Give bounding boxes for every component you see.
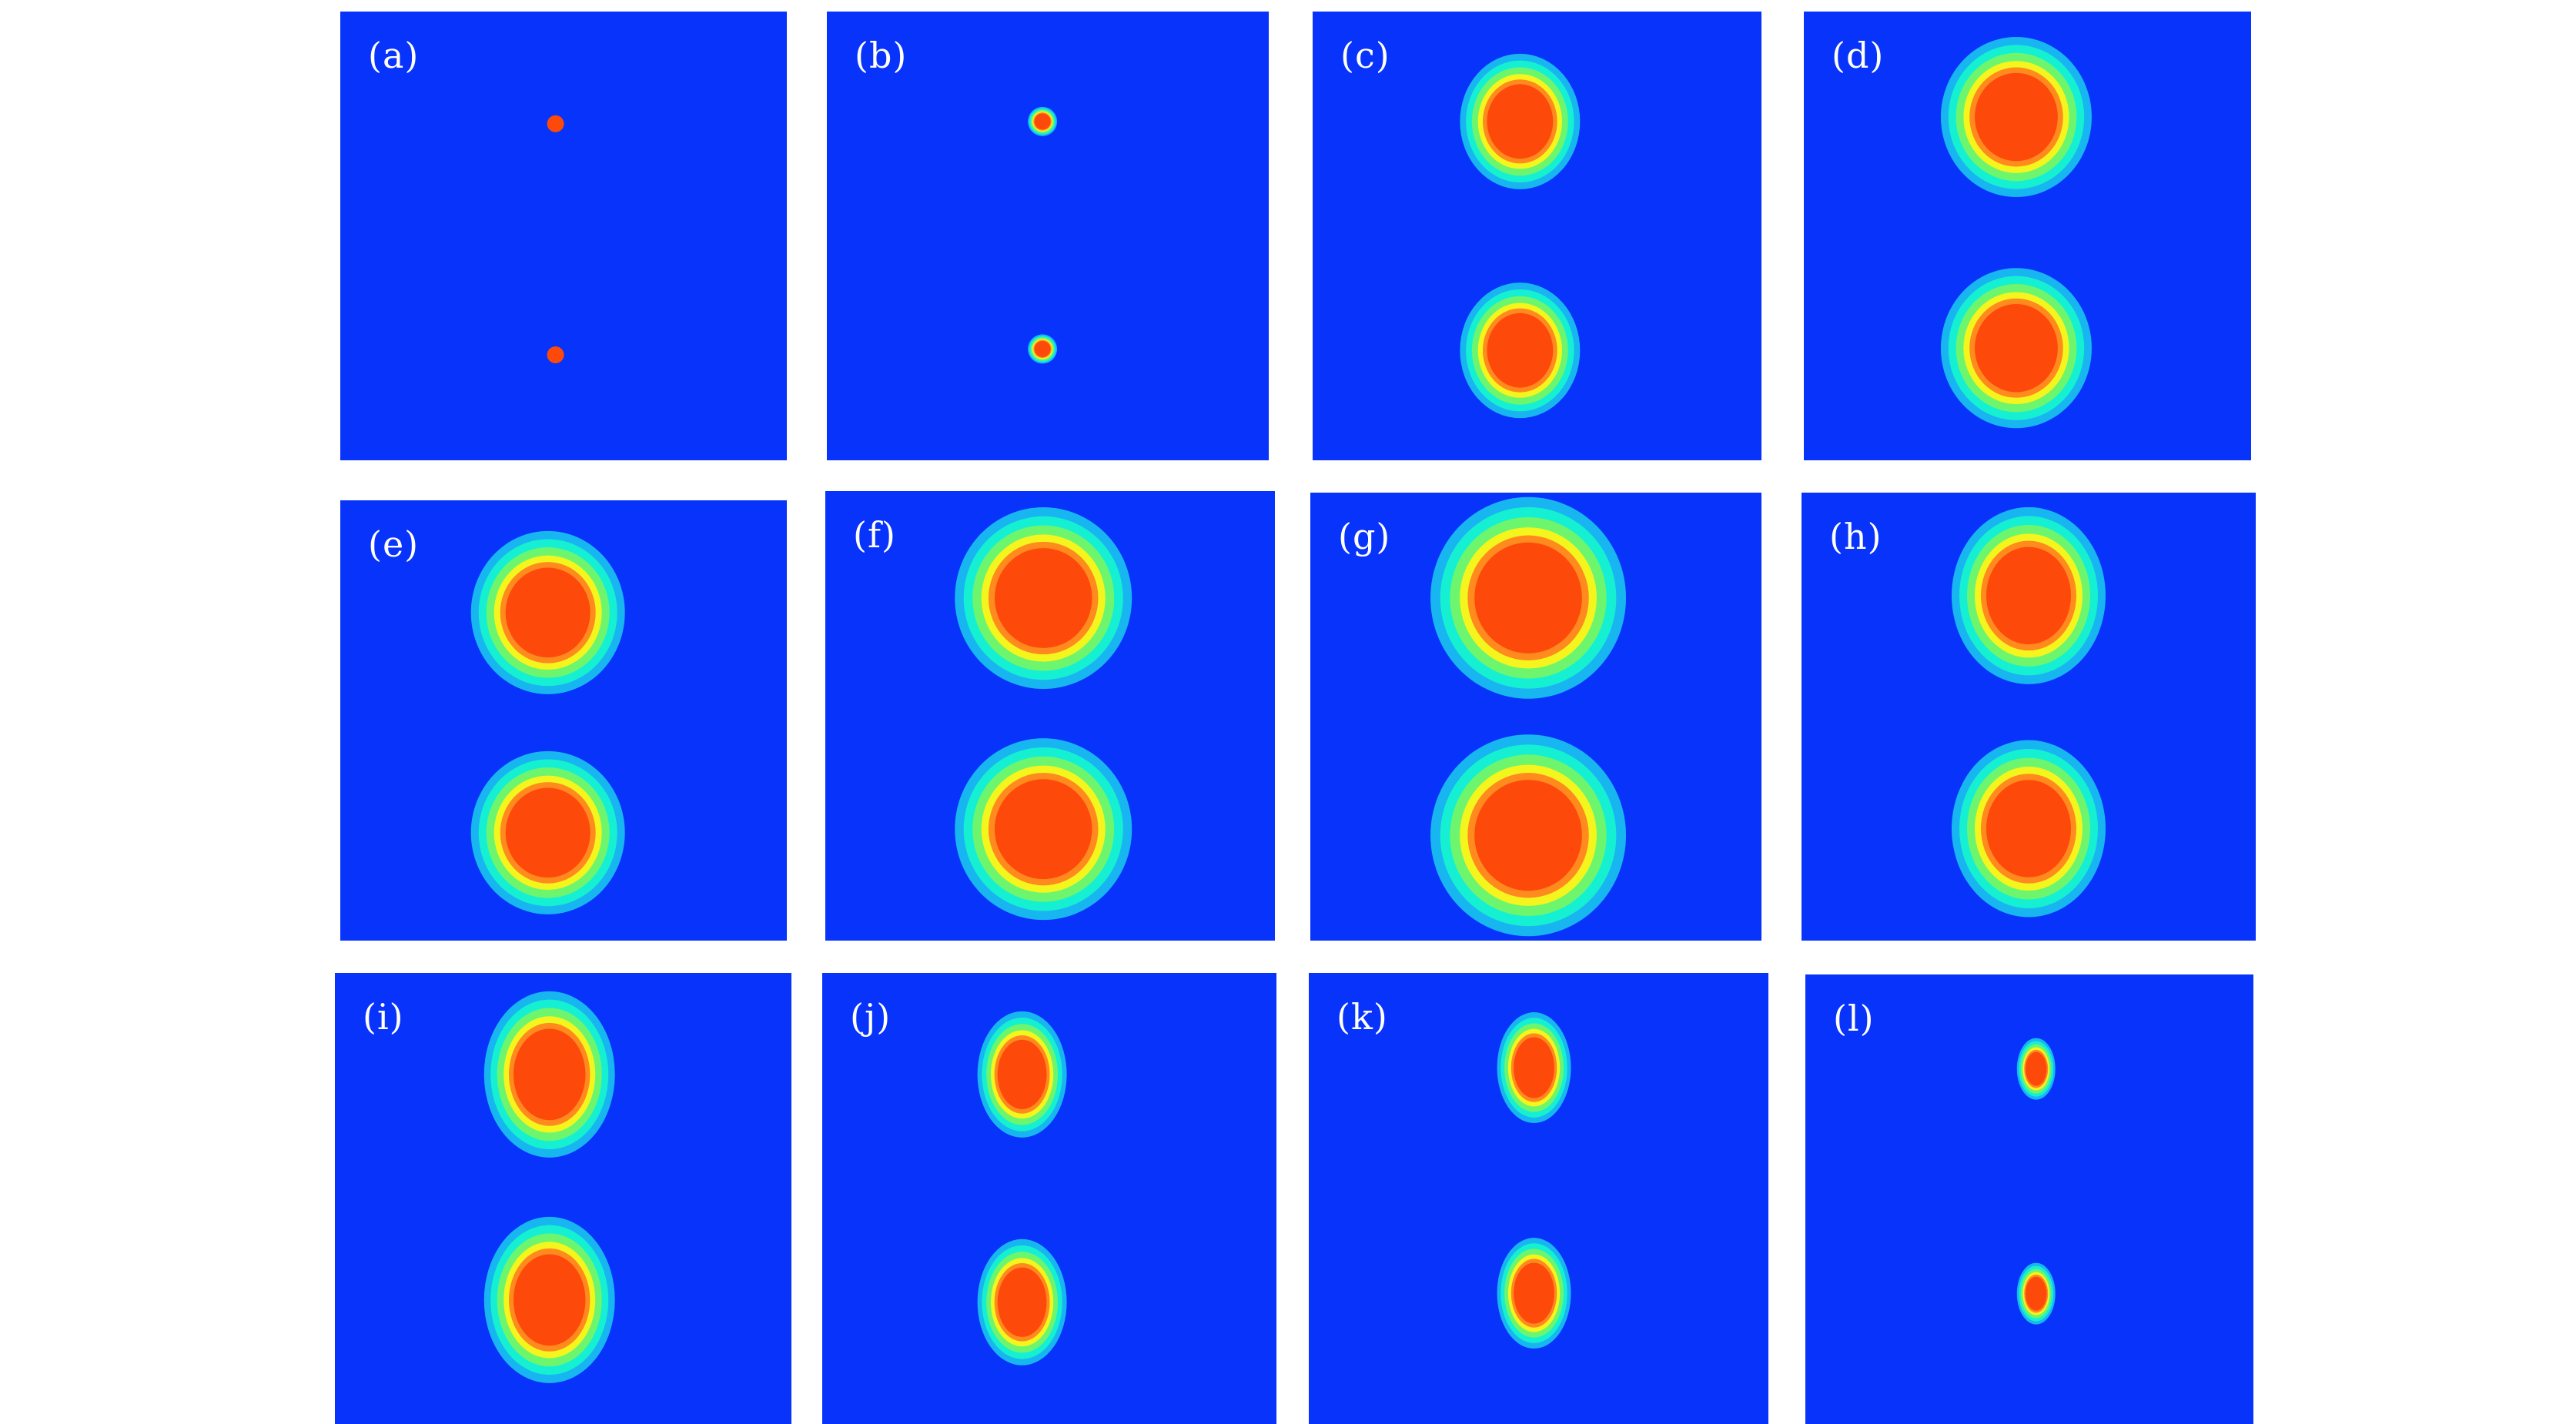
spot-top [470, 530, 625, 694]
spot-top [955, 506, 1132, 689]
spot-bottom [1952, 740, 2106, 918]
panel-label-a: (a) [368, 35, 420, 76]
spot-plot-f [955, 506, 1132, 921]
spot-bottom [1028, 334, 1058, 364]
panel-i: (i) [335, 973, 791, 1424]
contour-level-6 [513, 1028, 586, 1121]
panel-f: (f) [825, 491, 1275, 941]
panel-label-f: (f) [853, 514, 896, 556]
spot-bottom [977, 1238, 1067, 1366]
spot-plot-e [470, 530, 625, 914]
spot-top [1497, 1012, 1571, 1124]
contour-level-6 [2025, 1051, 2047, 1086]
panel-label-j: (j) [850, 996, 892, 1038]
panel-label-b: (b) [855, 35, 908, 76]
spot-plot-a [547, 115, 564, 363]
spot-top [483, 991, 615, 1158]
spot-bottom [1497, 1238, 1571, 1349]
spot-bottom [1460, 282, 1581, 419]
contour-level-6 [1474, 780, 1582, 891]
contour-level-6 [997, 1039, 1047, 1109]
contour-level-6 [1514, 1037, 1554, 1098]
spot-bottom [955, 738, 1132, 921]
spot-top [1430, 496, 1627, 699]
panel-c: (c) [1313, 12, 1761, 460]
panel-label-d: (d) [1832, 35, 1885, 76]
contour-level-6 [505, 567, 590, 658]
spot-plot-d [1940, 37, 2092, 429]
contour-level-6 [1986, 780, 2071, 877]
contour-level-6 [1474, 542, 1582, 654]
spot-plot-j [977, 1011, 1067, 1366]
contour-level-6 [1986, 547, 2071, 645]
contour-level-6 [547, 115, 564, 132]
spot-bottom [547, 346, 564, 363]
spot-plot-h [1952, 506, 2106, 918]
panel-label-c: (c) [1340, 35, 1390, 76]
contour-level-6 [1487, 313, 1554, 388]
panel-h: (h) [1802, 493, 2256, 941]
contour-level-6 [505, 787, 590, 878]
panel-e: (e) [340, 500, 787, 941]
panel-label-l: (l) [1833, 998, 1875, 1039]
spot-plot-b [1028, 106, 1058, 364]
spot-top [1460, 53, 1581, 189]
spot-top [1952, 506, 2106, 684]
spot-plot-k [1497, 1012, 1571, 1349]
spot-top [1940, 37, 2092, 198]
spot-top [977, 1011, 1067, 1138]
contour-level-6 [1487, 84, 1554, 159]
panel-a: (a) [340, 12, 787, 460]
panel-d: (d) [1804, 12, 2251, 460]
contour-level-6 [1975, 304, 2058, 393]
panel-b: (b) [827, 12, 1269, 460]
contour-level-6 [1034, 113, 1051, 130]
spot-plot-g [1430, 496, 1627, 937]
panel-k: (k) [1309, 973, 1768, 1424]
panel-g: (g) [1310, 493, 1761, 941]
panel-j: (j) [822, 973, 1276, 1424]
panel-label-k: (k) [1337, 996, 1388, 1038]
spot-bottom [483, 1216, 615, 1383]
panel-label-g: (g) [1338, 516, 1391, 557]
panel-label-i: (i) [363, 996, 404, 1038]
panel-label-e: (e) [368, 523, 420, 565]
contour-level-6 [997, 1267, 1047, 1337]
contour-level-6 [994, 548, 1092, 648]
contour-level-6 [2025, 1276, 2047, 1311]
panel-label-h: (h) [1829, 516, 1882, 557]
spot-bottom [470, 750, 625, 914]
contour-level-6 [1034, 340, 1051, 357]
spot-bottom [2016, 1262, 2056, 1325]
contour-level-6 [994, 779, 1092, 880]
spot-plot-l [2016, 1038, 2056, 1325]
spot-plot-c [1460, 53, 1581, 419]
contour-level-6 [1975, 72, 2058, 162]
spot-bottom [1940, 268, 2092, 429]
panel-l: (l) [1805, 974, 2253, 1424]
spot-bottom [1430, 734, 1627, 937]
contour-level-6 [547, 346, 564, 363]
contour-level-6 [1514, 1262, 1554, 1324]
spot-top [547, 115, 564, 132]
spot-top [2016, 1038, 2056, 1100]
spot-plot-i [483, 991, 615, 1383]
spot-top [1028, 106, 1058, 136]
contour-level-6 [513, 1254, 586, 1346]
